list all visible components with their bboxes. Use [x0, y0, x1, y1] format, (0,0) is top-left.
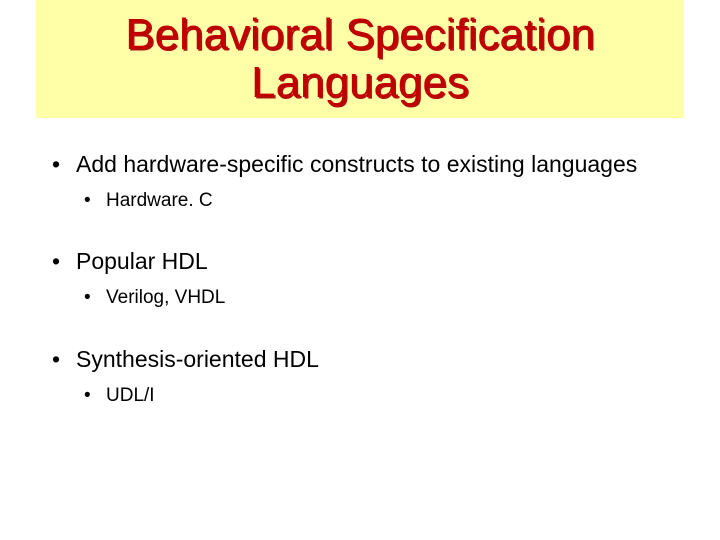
- bullet-text: Verilog, VHDL: [106, 287, 225, 308]
- sub-list: UDL/I: [76, 384, 680, 409]
- list-item: Add hardware-specific constructs to exis…: [46, 150, 680, 213]
- list-item: Hardware. C: [76, 189, 680, 214]
- bullet-text: Add hardware-specific constructs to exis…: [76, 151, 637, 177]
- bullet-text: UDL/I: [106, 385, 155, 406]
- list-item: Popular HDL Verilog, VHDL: [46, 247, 680, 310]
- slide: Behavioral Specification Languages Add h…: [0, 0, 720, 540]
- bullet-text: Popular HDL: [76, 248, 208, 274]
- list-item: Verilog, VHDL: [76, 286, 680, 311]
- bullet-text: Hardware. C: [106, 190, 213, 211]
- list-item: Synthesis-oriented HDL UDL/I: [46, 345, 680, 408]
- slide-title: Behavioral Specification Languages: [36, 11, 684, 108]
- bullet-text: Synthesis-oriented HDL: [76, 346, 319, 372]
- list-item: UDL/I: [76, 384, 680, 409]
- bullet-list: Add hardware-specific constructs to exis…: [46, 150, 680, 408]
- title-box: Behavioral Specification Languages: [36, 0, 684, 118]
- sub-list: Verilog, VHDL: [76, 286, 680, 311]
- sub-list: Hardware. C: [76, 189, 680, 214]
- slide-body: Add hardware-specific constructs to exis…: [46, 150, 680, 442]
